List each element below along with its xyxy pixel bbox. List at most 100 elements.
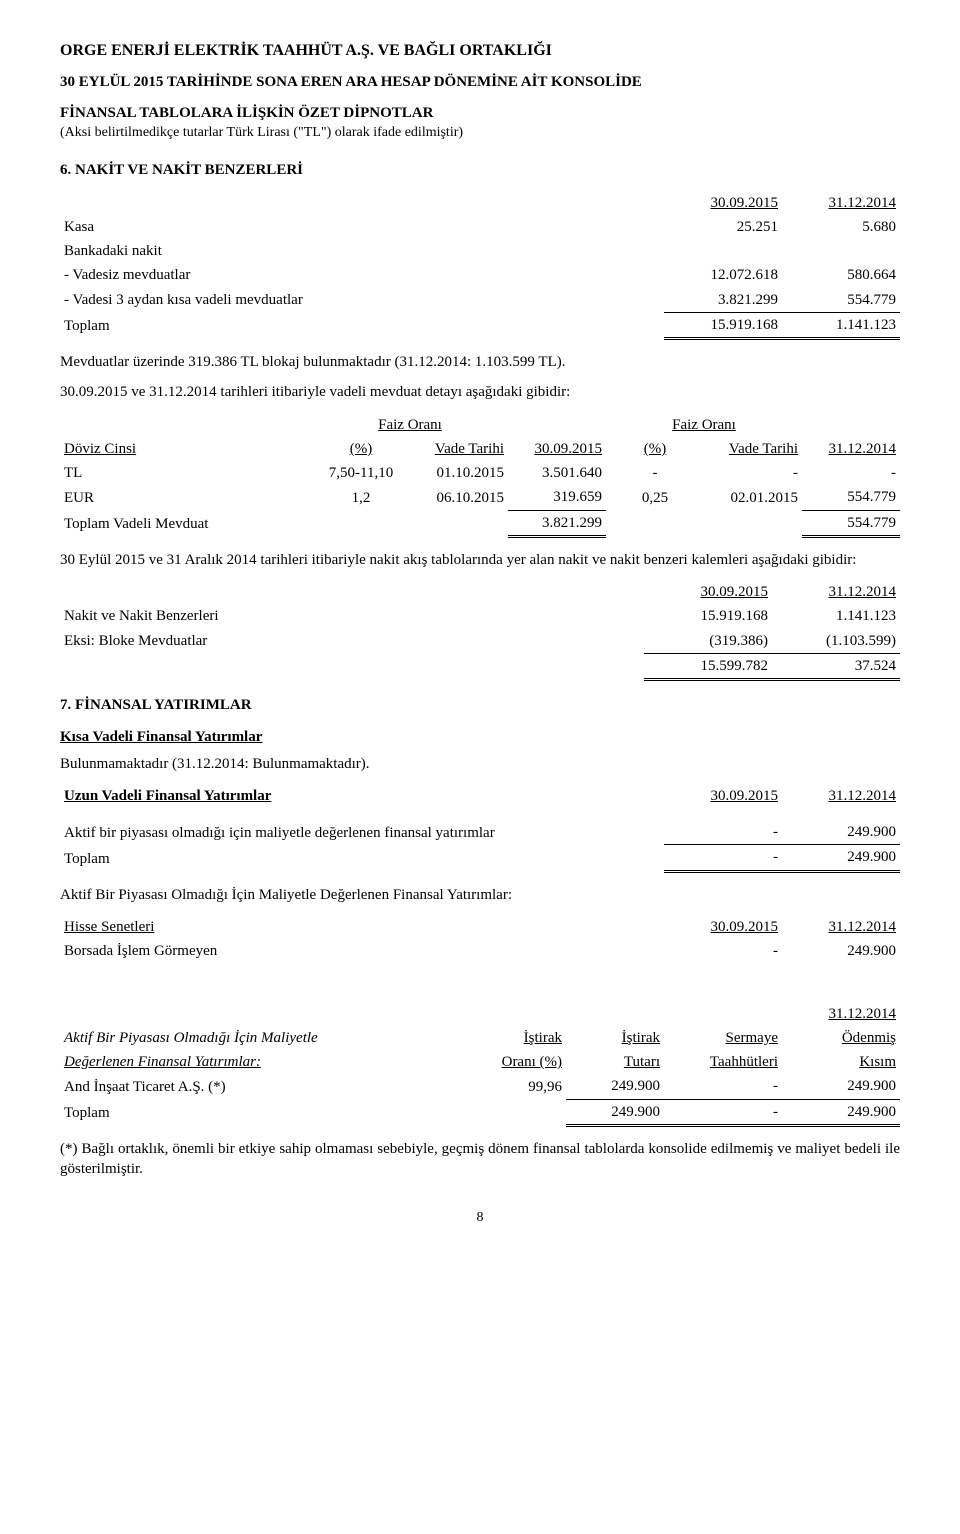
- cell: 249.900: [566, 1099, 664, 1125]
- cell: 3.821.299: [664, 288, 782, 313]
- cell: -: [664, 1074, 782, 1099]
- col-date1: 30.09.2015: [644, 580, 772, 604]
- table-row: - Vadesi 3 aydan kısa vadeli mevduatlar …: [60, 288, 900, 313]
- cell: 3.821.299: [508, 510, 606, 536]
- col-tutar: İştirak: [566, 1026, 664, 1050]
- table-row: Nakit ve Nakit Benzerleri 15.919.168 1.1…: [60, 604, 900, 628]
- doc-title-line1: 30 EYLÜL 2015 TARİHİNDE SONA EREN ARA HE…: [60, 72, 900, 93]
- page-number: 8: [60, 1209, 900, 1228]
- doc-title-line2: FİNANSAL TABLOLARA İLİŞKİN ÖZET DİPNOTLA…: [60, 103, 900, 124]
- table-row: EUR 1,2 06.10.2015 319.659 0,25 02.01.20…: [60, 485, 900, 510]
- cell: 06.10.2015: [410, 485, 508, 510]
- col-kisim: Kısım: [782, 1050, 900, 1074]
- cell: -: [664, 939, 782, 963]
- row-label: EUR: [60, 485, 312, 510]
- shares-head: Hisse Senetleri: [60, 915, 664, 939]
- col-tutari: Tutarı: [566, 1050, 664, 1074]
- cell: (319.386): [644, 629, 772, 654]
- short-term-head: Kısa Vadeli Finansal Yatırımlar: [60, 727, 900, 747]
- col-taah: Taahhütleri: [664, 1050, 782, 1074]
- cell: 249.900: [782, 820, 900, 845]
- table-row-total: Toplam Vadeli Mevduat 3.821.299 554.779: [60, 510, 900, 536]
- table-row: - Vadesiz mevduatlar 12.072.618 580.664: [60, 263, 900, 287]
- row-label: Toplam: [60, 1099, 468, 1125]
- shares-table: Hisse Senetleri 30.09.2015 31.12.2014 Bo…: [60, 915, 900, 964]
- cell: 1,2: [312, 485, 410, 510]
- table-row-total: Toplam 15.919.168 1.141.123: [60, 312, 900, 338]
- cash-table: 30.09.2015 31.12.2014 Kasa 25.251 5.680 …: [60, 191, 900, 341]
- cashflow-intro: 30 Eylül 2015 ve 31 Aralık 2014 tarihler…: [60, 550, 900, 570]
- col-doviz: Döviz Cinsi: [60, 437, 312, 461]
- cell: 1.141.123: [772, 604, 900, 628]
- col-faiz2: Faiz Oranı: [606, 413, 802, 437]
- cell: 5.680: [782, 215, 900, 239]
- col-date2: 31.12.2014: [782, 915, 900, 939]
- cell: -: [664, 820, 782, 845]
- cell: -: [704, 461, 802, 485]
- long-term-table: Aktif bir piyasası olmadığı için maliyet…: [60, 820, 900, 873]
- cell: 1.141.123: [782, 312, 900, 338]
- cell: -: [664, 845, 782, 871]
- row-label: Bankadaki nakit: [60, 239, 664, 263]
- row-label: - Vadesiz mevduatlar: [60, 263, 664, 287]
- currency-note: (Aksi belirtilmedikçe tutarlar Türk Lira…: [60, 124, 900, 143]
- col-pct2: (%): [606, 437, 704, 461]
- company-name: ORGE ENERJİ ELEKTRİK TAAHHÜT A.Ş. VE BAĞ…: [60, 40, 900, 62]
- row-label: - Vadesi 3 aydan kısa vadeli mevduatlar: [60, 288, 664, 313]
- deposit-detail-table: Faiz Oranı Faiz Oranı Döviz Cinsi (%) Va…: [60, 413, 900, 538]
- cell: -: [664, 1099, 782, 1125]
- cell: 01.10.2015: [410, 461, 508, 485]
- row-label: TL: [60, 461, 312, 485]
- table-row-total: 15.599.782 37.524: [60, 653, 900, 679]
- table-row: Kasa 25.251 5.680: [60, 215, 900, 239]
- section-6-title: 6. NAKİT VE NAKİT BENZERLERİ: [60, 160, 900, 180]
- cell: 249.900: [566, 1074, 664, 1099]
- cell: 249.900: [782, 845, 900, 871]
- table-row: Bankadaki nakit: [60, 239, 900, 263]
- cell: 554.779: [802, 510, 900, 536]
- col-odenmis: Ödenmiş: [782, 1026, 900, 1050]
- cell: 25.251: [664, 215, 782, 239]
- cell: 580.664: [782, 263, 900, 287]
- cell: 37.524: [772, 653, 900, 679]
- detail-head-1b: Değerlenen Finansal Yatırımlar:: [60, 1050, 468, 1074]
- row-label: Kasa: [60, 215, 664, 239]
- row-label: Borsada İşlem Görmeyen: [60, 939, 664, 963]
- col-date: 31.12.2014: [782, 1002, 900, 1026]
- cell: -: [606, 461, 704, 485]
- row-label: Toplam: [60, 312, 664, 338]
- long-term-head-table: Uzun Vadeli Finansal Yatırımlar 30.09.20…: [60, 784, 900, 808]
- col-date2: 31.12.2014: [782, 784, 900, 808]
- cell: 99,96: [468, 1074, 566, 1099]
- footnote: (*) Bağlı ortaklık, önemli bir etkiye sa…: [60, 1139, 900, 1180]
- col-vade2: Vade Tarihi: [704, 437, 802, 461]
- table-row-total: Toplam - 249.900: [60, 845, 900, 871]
- cell: 15.599.782: [644, 653, 772, 679]
- col-date1: 30.09.2015: [664, 915, 782, 939]
- col-pct1: (%): [312, 437, 410, 461]
- row-label: Nakit ve Nakit Benzerleri: [60, 604, 644, 628]
- col-orani: Oranı (%): [468, 1050, 566, 1074]
- cell: -: [802, 461, 900, 485]
- cost-method-head: Aktif Bir Piyasası Olmadığı İçin Maliyet…: [60, 885, 900, 905]
- cashflow-table: 30.09.2015 31.12.2014 Nakit ve Nakit Ben…: [60, 580, 900, 681]
- table-row: TL 7,50-11,10 01.10.2015 3.501.640 - - -: [60, 461, 900, 485]
- detail-head-1a: Aktif Bir Piyasası Olmadığı İçin Maliyet…: [60, 1026, 468, 1050]
- col-sermaye: Sermaye: [664, 1026, 782, 1050]
- cell: 15.919.168: [644, 604, 772, 628]
- row-label: Toplam: [60, 845, 664, 871]
- blokaj-note: Mevduatlar üzerinde 319.386 TL blokaj bu…: [60, 352, 900, 372]
- cell: (1.103.599): [772, 629, 900, 654]
- col-istirak: İştirak: [468, 1026, 566, 1050]
- row-label: Eksi: Bloke Mevduatlar: [60, 629, 644, 654]
- detail-intro: 30.09.2015 ve 31.12.2014 tarihleri itiba…: [60, 382, 900, 402]
- short-term-text: Bulunmamaktadır (31.12.2014: Bulunmamakt…: [60, 754, 900, 774]
- col-vade1: Vade Tarihi: [410, 437, 508, 461]
- cell: 249.900: [782, 939, 900, 963]
- cell: 7,50-11,10: [312, 461, 410, 485]
- cell: 02.01.2015: [704, 485, 802, 510]
- row-label: Aktif bir piyasası olmadığı için maliyet…: [60, 820, 664, 845]
- cell: 0,25: [606, 485, 704, 510]
- cell: 249.900: [782, 1099, 900, 1125]
- cell: 319.659: [508, 485, 606, 510]
